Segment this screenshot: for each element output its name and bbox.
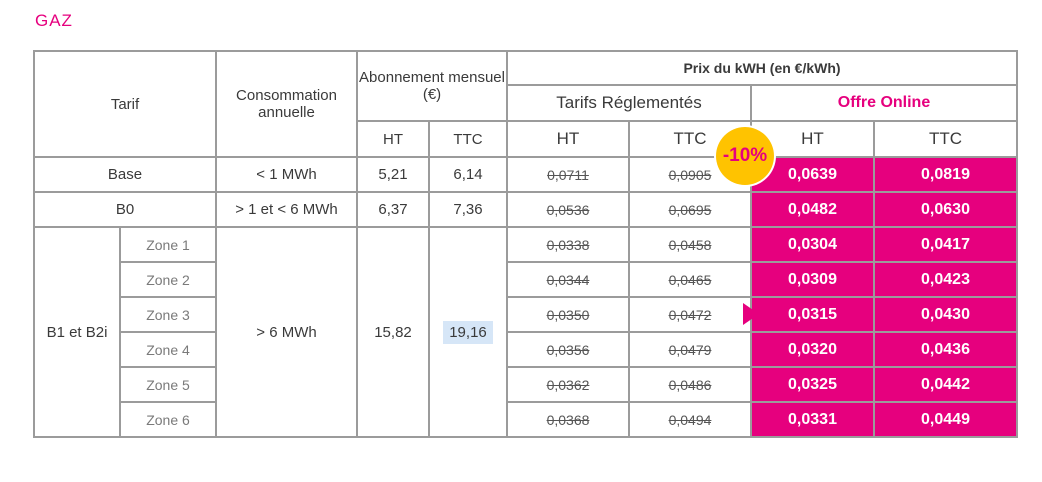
zone-reg-ht: 0,0344 [506,261,630,298]
row-abo-ht: 5,21 [356,156,430,193]
row-abo-ht: 6,37 [356,191,430,228]
group-abo-ttc: 19,16 [428,226,508,438]
header-reg-ht: HT [506,120,630,158]
row-reg-ht: 0,0711 [506,156,630,193]
zone-label: Zone 1 [119,226,217,263]
zone-online-ht: 0,0304 [750,226,875,263]
header-abo-ht: HT [356,120,430,158]
zone-reg-ht: 0,0362 [506,366,630,403]
zone-online-ht: 0,0325 [750,366,875,403]
zone-online-ttc: 0,0423 [873,261,1018,298]
header-consommation: Consommation annuelle [215,50,358,158]
table-row: Zone 5 0,0362 0,0486 0,0325 0,0442 [34,366,1018,403]
row-online-ttc: 0,0819 [873,156,1018,193]
table-row: Zone 4 0,0356 0,0479 0,0320 0,0436 [34,331,1018,368]
zone-reg-ttc: 0,0472 [628,296,752,333]
table-row: B0 > 1 et < 6 MWh 6,37 7,36 0,0536 0,069… [33,191,1018,228]
table-row: Zone 2 0,0344 0,0465 0,0309 0,0423 [34,261,1018,298]
group-consommation: > 6 MWh [215,226,358,438]
row-abo-ttc: 7,36 [428,191,508,228]
zone-online-ht: 0,0320 [750,331,875,368]
zone-online-ht: 0,0315 [750,296,875,333]
header-prix: Prix du kWH (en €/kWh) [506,50,1018,86]
zone-online-ttc: 0,0442 [873,366,1018,403]
header-tarifs-reglementes: Tarifs Réglementés [506,84,752,122]
zone-label: Zone 2 [119,261,217,298]
zone-label: Zone 5 [119,366,217,403]
row-reg-ttc: 0,0695 [628,191,752,228]
zone-reg-ttc: 0,0486 [628,366,752,403]
zone-reg-ht: 0,0350 [506,296,630,333]
zone-reg-ht: 0,0368 [506,401,630,438]
price-table: Tarif Consommation annuelle Abonnement m… [33,50,1018,438]
row-consommation: > 1 et < 6 MWh [215,191,358,228]
header-online-ttc: TTC [873,120,1018,158]
zone-reg-ht: 0,0356 [506,331,630,368]
group-abo-ht: 15,82 [356,226,430,438]
arrow-right-icon [743,303,759,325]
zone-reg-ttc: 0,0465 [628,261,752,298]
group-tarif: B1 et B2i [33,226,121,438]
header-tarif: Tarif [33,50,217,158]
header-abonnement: Abonnement mensuel (€) [356,50,508,122]
table-row: B1 et B2i Zone 1 > 6 MWh 15,82 19,16 0,0… [33,226,1018,438]
zone-reg-ht: 0,0338 [506,226,630,263]
row-consommation: < 1 MWh [215,156,358,193]
row-online-ht: 0,0482 [750,191,875,228]
zone-label: Zone 3 [119,296,217,333]
zone-reg-ttc: 0,0458 [628,226,752,263]
row-tarif: Base [33,156,217,193]
header-abo-ttc: TTC [428,120,508,158]
zone-online-ttc: 0,0430 [873,296,1018,333]
row-online-ttc: 0,0630 [873,191,1018,228]
zone-reg-ttc: 0,0479 [628,331,752,368]
section-title: GAZ [35,11,73,30]
zone-label: Zone 4 [119,331,217,368]
table-row: Zone 3 0,0350 0,0472 0,0315 0,0430 [34,296,1018,333]
header-online-ht: HT [750,120,875,158]
abo-ttc-highlight: 19,16 [443,320,493,344]
zone-online-ttc: 0,0417 [873,226,1018,263]
row-reg-ht: 0,0536 [506,191,630,228]
zone-online-ht: 0,0309 [750,261,875,298]
row-tarif: B0 [33,191,217,228]
zone-online-ht: 0,0331 [750,401,875,438]
discount-badge: -10% [716,127,774,185]
table-row: Zone 6 0,0368 0,0494 0,0331 0,0449 [34,401,1018,438]
zone-label: Zone 6 [119,401,217,438]
header-offre-online: Offre Online [750,84,1018,122]
table-row: Base < 1 MWh 5,21 6,14 0,0711 0,0905 0,0… [33,156,1018,193]
row-abo-ttc: 6,14 [428,156,508,193]
zone-online-ttc: 0,0436 [873,331,1018,368]
zone-reg-ttc: 0,0494 [628,401,752,438]
zone-online-ttc: 0,0449 [873,401,1018,438]
